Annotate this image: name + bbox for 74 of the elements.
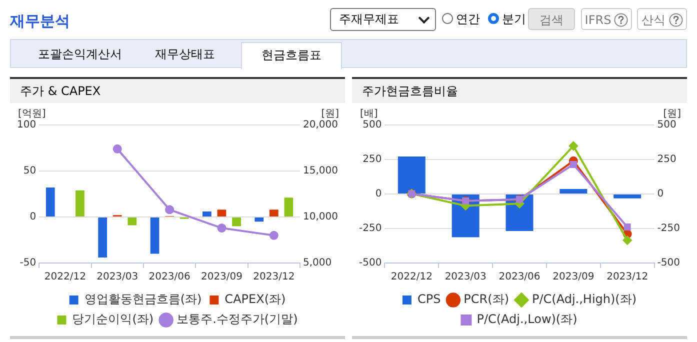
- legend-label: 영업활동현금흐름(좌): [84, 292, 202, 306]
- bar: [217, 210, 226, 216]
- y-axis-title: [억원]: [18, 108, 46, 120]
- chart-title: 주가현금흐름비율: [352, 79, 687, 103]
- bar: [128, 218, 137, 226]
- y-tick-label: 0: [30, 212, 36, 223]
- y2-tick-label: 0: [657, 188, 664, 200]
- legend-label: P/C(Adj.,Low)(좌): [476, 312, 578, 326]
- legend-label: CPS: [417, 292, 441, 306]
- y-tick-label: -500: [358, 258, 382, 269]
- y2-tick-label: 500: [657, 120, 676, 131]
- x-tick-label: 2023/12: [606, 272, 648, 283]
- y2-tick-label: -500: [657, 258, 680, 269]
- legend-label: PCR(좌): [464, 292, 510, 306]
- text: 주재무제표: [330, 8, 436, 31]
- text: IFRS: [581, 8, 632, 30]
- text: 재무분석: [10, 12, 70, 31]
- x-tick-label: 2023/09: [552, 272, 594, 283]
- y-tick-label: -50: [20, 258, 36, 269]
- y-tick-label: 250: [362, 154, 382, 166]
- text: 재무상태표: [155, 46, 215, 63]
- y2-tick-label: 10,000: [303, 212, 338, 223]
- legend-label: 보통주.수정주가(기말): [176, 312, 298, 326]
- point: [165, 205, 174, 214]
- y2-axis-title: [원]: [663, 108, 682, 120]
- x-tick-label: 2022/12: [44, 272, 86, 283]
- text: 산식: [637, 8, 687, 30]
- legend-label: CAPEX(좌): [224, 292, 286, 306]
- chart-title: 주가 & CAPEX: [10, 79, 345, 103]
- text: 연간: [455, 11, 480, 28]
- bar: [284, 198, 294, 216]
- text: 검색: [528, 8, 575, 30]
- bar: [398, 156, 426, 194]
- y2-tick-label: 250: [657, 154, 676, 166]
- bar: [76, 190, 84, 216]
- bar: [232, 218, 241, 226]
- y2-axis-title: [원]: [321, 108, 340, 120]
- point: [269, 230, 278, 240]
- bar: [560, 189, 588, 194]
- point: [622, 236, 632, 245]
- bar: [269, 210, 278, 216]
- y-tick-label: -250: [358, 223, 382, 234]
- bar: [614, 194, 642, 198]
- point: [624, 224, 631, 230]
- x-tick-label: 2022/12: [390, 272, 432, 283]
- x-tick-label: 2023/06: [148, 272, 190, 283]
- point: [217, 224, 226, 233]
- y-tick-label: 500: [362, 120, 382, 131]
- bar: [46, 188, 55, 216]
- y2-tick-label: 15,000: [303, 166, 338, 177]
- bar: [98, 218, 108, 258]
- legend-label: P/C(Adj.,High)(좌): [532, 292, 637, 306]
- point: [568, 141, 578, 150]
- x-tick-label: 2023/03: [444, 272, 486, 283]
- text: 포괄손익계산서: [38, 46, 122, 63]
- text: 분기: [501, 11, 526, 28]
- point: [112, 144, 122, 154]
- y2-tick-label: -250: [657, 223, 680, 234]
- text: 현금흐름표: [241, 42, 342, 69]
- point: [570, 160, 577, 168]
- bar: [150, 218, 160, 254]
- bar: [202, 211, 212, 216]
- y-tick-label: 0: [375, 188, 382, 200]
- legend-label: 당기순이익(좌): [72, 312, 154, 326]
- x-tick-label: 2023/06: [498, 272, 540, 283]
- y2-tick-label: 5,000: [303, 258, 332, 269]
- y-tick-label: 50: [23, 166, 36, 177]
- y2-tick-label: 20,000: [303, 120, 338, 131]
- bar: [254, 218, 264, 222]
- y-tick-label: 100: [16, 120, 36, 131]
- x-tick-label: 2023/12: [253, 272, 295, 283]
- y-axis-title: [배]: [360, 108, 378, 120]
- x-tick-label: 2023/09: [200, 272, 243, 283]
- x-tick-label: 2023/03: [96, 272, 138, 283]
